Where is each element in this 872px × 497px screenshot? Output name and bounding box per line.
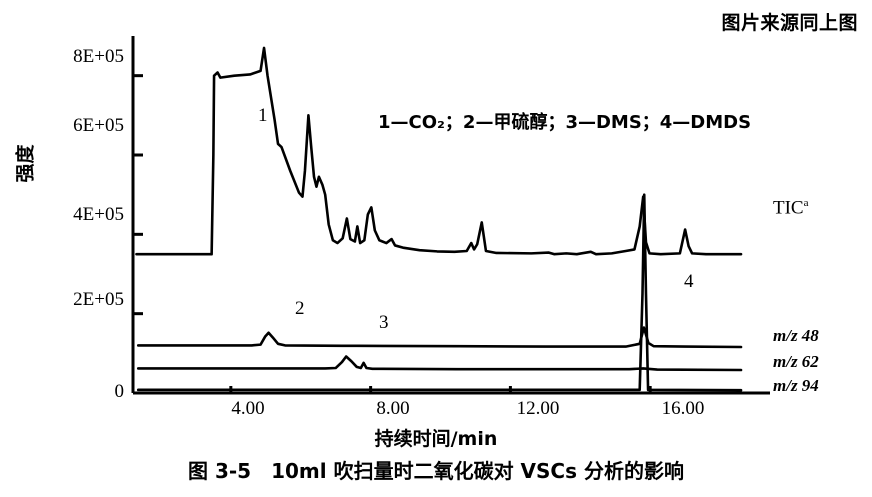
x-tick-label-8: 8.00 xyxy=(376,398,410,419)
trace-label-mz94-text: m/z 94 xyxy=(773,376,819,395)
trace-mz48 xyxy=(136,326,743,349)
source-note: 图片来源同上图 xyxy=(721,12,858,34)
trace-label-mz48: m/z 48 xyxy=(773,326,819,346)
legend-label: 1—CO₂；2—甲硫醇；3—DMS；4—DMDS xyxy=(378,112,752,133)
trace-label-tic: TICa xyxy=(773,197,809,219)
trace-label-mz48-text: m/z 48 xyxy=(773,326,819,345)
figure-caption: 图 3-5 10ml 吹扫量时二氧化碳对 VSCs 分析的影响 xyxy=(0,455,872,484)
x-axis-title: 持续时间/min xyxy=(0,424,872,451)
trace-mz94 xyxy=(136,193,743,392)
x-axis-title-text: 持续时间/min xyxy=(374,428,498,450)
legend-text: 1—CO₂；2—甲硫醇；3—DMS；4—DMDS xyxy=(378,108,751,134)
peak-label-3: 3 xyxy=(379,312,389,333)
trace-label-mz62: m/z 62 xyxy=(773,352,819,372)
figure-caption-text: 图 3-5 10ml 吹扫量时二氧化碳对 VSCs 分析的影响 xyxy=(188,459,684,483)
y-tick-label-600000: 6E+05 xyxy=(73,115,124,136)
x-tick-label-4: 4.00 xyxy=(231,398,265,419)
y-axis-ticks xyxy=(133,74,143,316)
x-tick-label-16: 16.00 xyxy=(661,398,705,419)
y-tick-label-400000: 4E+05 xyxy=(73,204,124,225)
trace-label-tic-text: TIC xyxy=(773,197,804,219)
y-tick-label-0: 0 xyxy=(114,381,125,402)
trace-tic xyxy=(135,46,743,256)
peak-label-1: 1 xyxy=(258,105,268,126)
trace-label-mz62-text: m/z 62 xyxy=(773,352,819,371)
trace-label-tic-superscript: a xyxy=(803,197,809,209)
peak-label-2: 2 xyxy=(295,298,305,319)
peak-label-4: 4 xyxy=(684,271,694,292)
trace-label-mz94: m/z 94 xyxy=(773,376,819,396)
axes-group xyxy=(131,36,770,395)
x-tick-label-12: 12.00 xyxy=(516,398,560,419)
y-tick-label-200000: 2E+05 xyxy=(73,289,124,310)
trace-mz62 xyxy=(136,355,743,372)
y-tick-label-800000: 8E+05 xyxy=(73,46,124,67)
data-traces-group xyxy=(135,46,743,392)
